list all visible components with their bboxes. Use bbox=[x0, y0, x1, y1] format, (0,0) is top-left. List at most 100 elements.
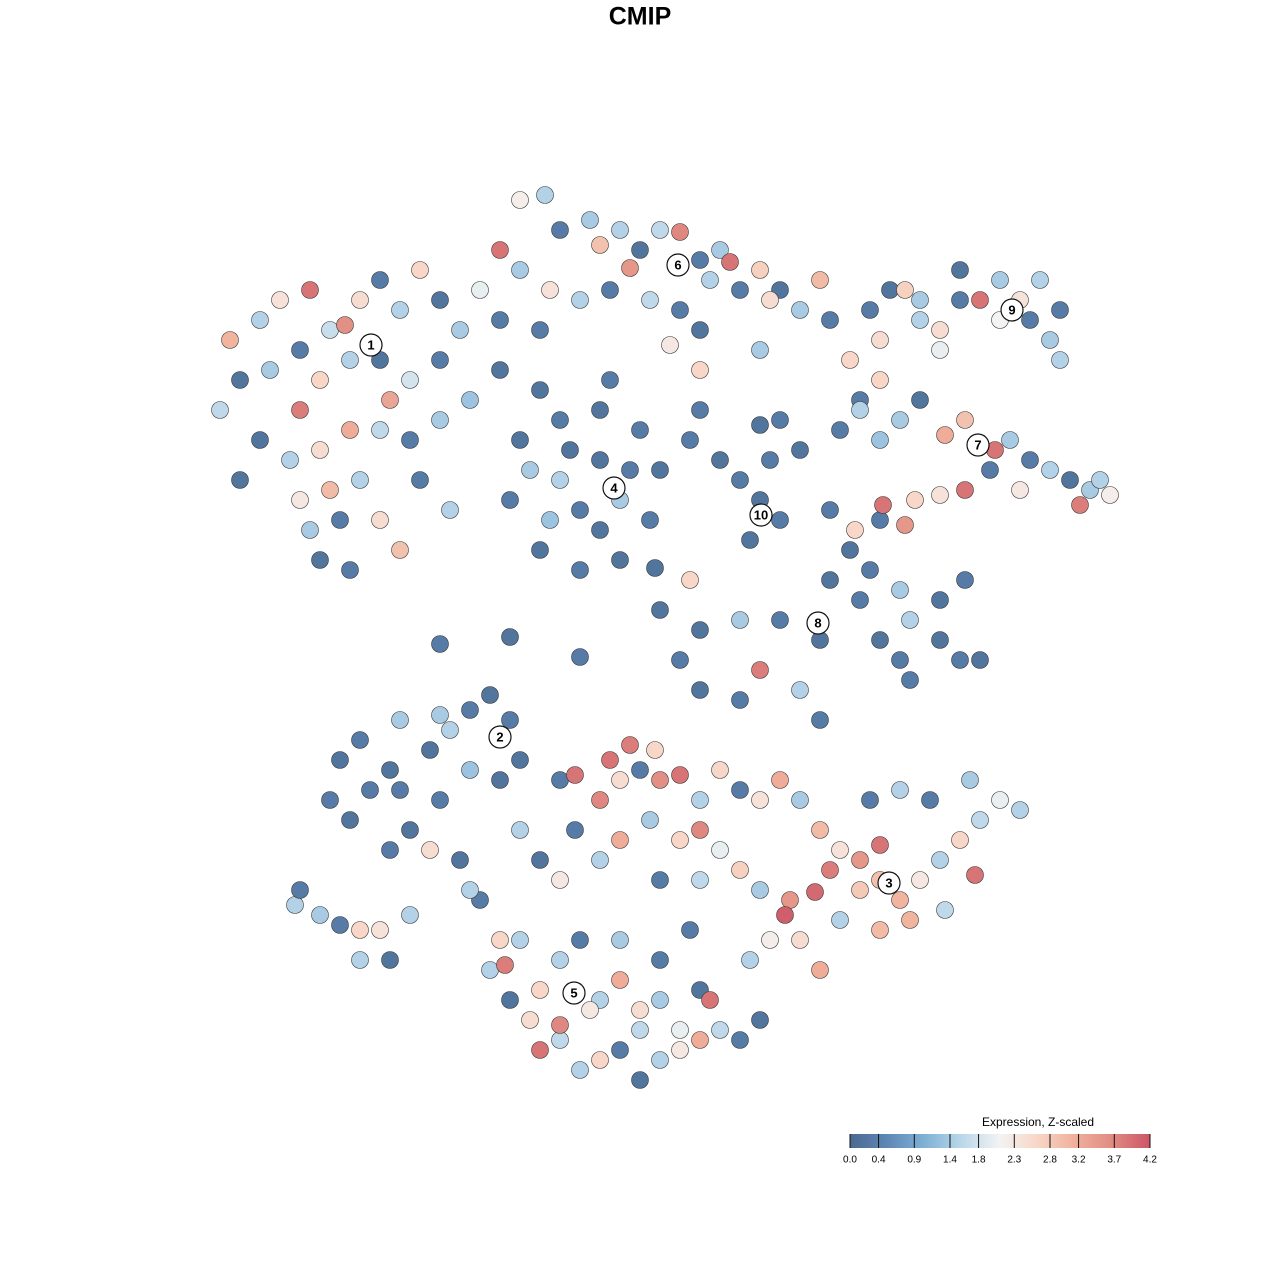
point bbox=[271, 291, 289, 309]
point bbox=[301, 521, 319, 539]
point bbox=[371, 921, 389, 939]
point bbox=[936, 901, 954, 919]
point bbox=[491, 241, 509, 259]
point bbox=[621, 736, 639, 754]
point bbox=[361, 781, 379, 799]
point bbox=[601, 371, 619, 389]
point bbox=[421, 741, 439, 759]
point bbox=[901, 911, 919, 929]
point bbox=[651, 771, 669, 789]
point bbox=[341, 421, 359, 439]
point bbox=[1001, 431, 1019, 449]
point bbox=[566, 821, 584, 839]
point bbox=[611, 831, 629, 849]
point bbox=[231, 471, 249, 489]
point bbox=[321, 321, 339, 339]
point bbox=[401, 431, 419, 449]
point bbox=[951, 291, 969, 309]
point bbox=[771, 511, 789, 529]
point bbox=[331, 751, 349, 769]
point bbox=[691, 871, 709, 889]
point bbox=[671, 223, 689, 241]
point bbox=[651, 1051, 669, 1069]
colorbar-tick-label: 4.2 bbox=[1143, 1155, 1157, 1166]
point bbox=[751, 791, 769, 809]
point bbox=[1041, 461, 1059, 479]
point bbox=[311, 551, 329, 569]
colorbar-tick-label: 3.7 bbox=[1107, 1155, 1121, 1166]
colorbar-tick-label: 3.2 bbox=[1072, 1155, 1086, 1166]
point bbox=[511, 431, 529, 449]
point bbox=[806, 883, 824, 901]
cluster-badge bbox=[877, 871, 901, 895]
point bbox=[956, 411, 974, 429]
point bbox=[791, 441, 809, 459]
point bbox=[671, 766, 689, 784]
point bbox=[496, 956, 514, 974]
point bbox=[721, 253, 739, 271]
point bbox=[231, 371, 249, 389]
point bbox=[971, 811, 989, 829]
point bbox=[651, 461, 669, 479]
point bbox=[871, 921, 889, 939]
point bbox=[431, 351, 449, 369]
point bbox=[431, 706, 449, 724]
point bbox=[671, 651, 689, 669]
point bbox=[531, 321, 549, 339]
point bbox=[851, 401, 869, 419]
point bbox=[511, 931, 529, 949]
cluster-label: 4 bbox=[610, 480, 618, 495]
point bbox=[491, 311, 509, 329]
point bbox=[631, 421, 649, 439]
cluster-label: 9 bbox=[1008, 302, 1015, 317]
point bbox=[336, 316, 354, 334]
point bbox=[461, 761, 479, 779]
point bbox=[541, 281, 559, 299]
point bbox=[651, 221, 669, 239]
point bbox=[811, 271, 829, 289]
point bbox=[631, 761, 649, 779]
point bbox=[811, 821, 829, 839]
point bbox=[431, 291, 449, 309]
point bbox=[461, 881, 479, 899]
point bbox=[261, 361, 279, 379]
point bbox=[891, 581, 909, 599]
point bbox=[981, 461, 999, 479]
point bbox=[651, 951, 669, 969]
point bbox=[401, 906, 419, 924]
point bbox=[751, 661, 769, 679]
point bbox=[281, 451, 299, 469]
point bbox=[321, 481, 339, 499]
point bbox=[611, 771, 629, 789]
point bbox=[431, 635, 449, 653]
point bbox=[1061, 471, 1079, 489]
point bbox=[591, 851, 609, 869]
point bbox=[1031, 271, 1049, 289]
point bbox=[711, 451, 729, 469]
point bbox=[341, 811, 359, 829]
point bbox=[451, 851, 469, 869]
point bbox=[1021, 311, 1039, 329]
point bbox=[701, 271, 719, 289]
point bbox=[761, 451, 779, 469]
point bbox=[391, 781, 409, 799]
point bbox=[1071, 496, 1089, 514]
point bbox=[771, 771, 789, 789]
point bbox=[391, 711, 409, 729]
point bbox=[291, 341, 309, 359]
point bbox=[581, 211, 599, 229]
point bbox=[481, 686, 499, 704]
point bbox=[301, 281, 319, 299]
point bbox=[896, 516, 914, 534]
point bbox=[491, 771, 509, 789]
point bbox=[371, 511, 389, 529]
point bbox=[931, 341, 949, 359]
point bbox=[451, 321, 469, 339]
point bbox=[691, 361, 709, 379]
point bbox=[571, 561, 589, 579]
point bbox=[731, 781, 749, 799]
point bbox=[331, 511, 349, 529]
point bbox=[431, 411, 449, 429]
point bbox=[641, 291, 659, 309]
point bbox=[871, 371, 889, 389]
